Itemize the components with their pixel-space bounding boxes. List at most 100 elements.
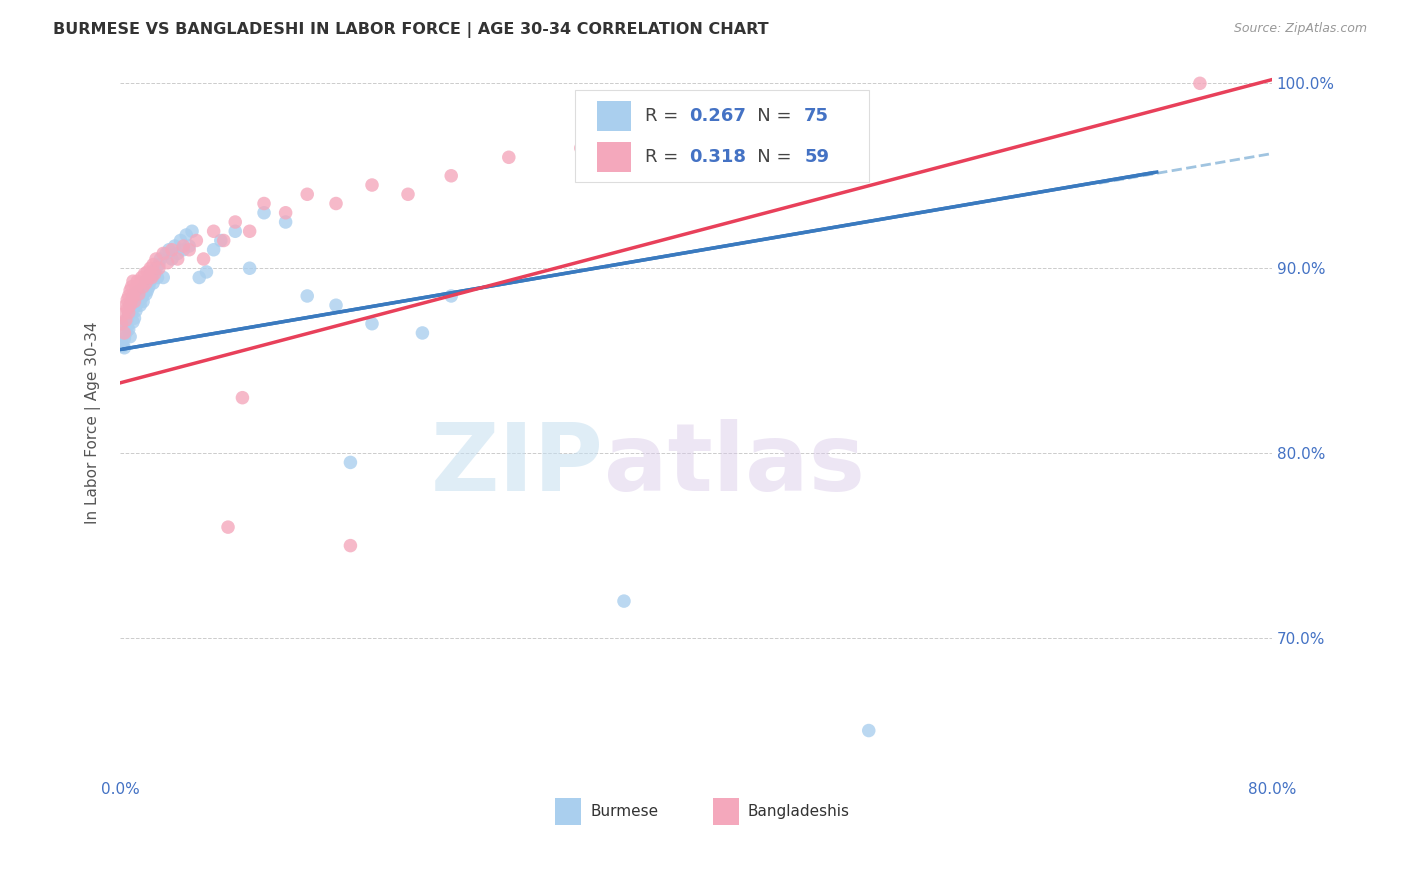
Point [138,270,160,285]
Point [122,289,145,303]
Point [145,261,167,276]
Point [129,276,152,290]
Point [110,335,132,350]
Point [117,320,139,334]
Point [141,270,163,285]
Point [224,224,246,238]
Point [121,294,143,309]
Point [339,539,361,553]
Point [239,224,262,238]
Point [114,298,136,312]
Point [239,261,262,276]
Point [231,391,253,405]
Point [118,289,141,303]
Point [297,289,319,303]
Point [117,301,139,316]
Point [156,255,179,269]
Point [122,289,145,303]
Text: 0.318: 0.318 [689,148,747,166]
Point [193,252,215,266]
Point [112,341,135,355]
Point [186,234,208,248]
Point [134,279,156,293]
Point [132,294,155,309]
Point [129,298,152,312]
Point [118,308,141,322]
Point [325,196,347,211]
Point [134,285,156,300]
Point [121,279,143,293]
Point [139,274,162,288]
Point [728,113,751,128]
Point [195,265,218,279]
Point [396,187,419,202]
Point [179,243,201,257]
Point [122,274,145,288]
Text: Bangladeshis: Bangladeshis [748,804,849,819]
Point [145,252,167,266]
Point [120,329,142,343]
Point [131,284,153,298]
Point [121,293,143,307]
Point [127,296,149,310]
Text: N =: N = [740,148,797,166]
Point [127,285,149,300]
Text: 0.267: 0.267 [689,107,747,125]
Point [274,206,297,220]
Point [152,246,174,260]
Text: 59: 59 [804,148,830,166]
Point [253,206,276,220]
Text: ZIP: ZIP [432,419,603,511]
Point [114,313,136,327]
Point [138,270,160,285]
Point [136,276,159,290]
Point [440,289,463,303]
Point [149,252,172,266]
Point [440,169,463,183]
Point [217,520,239,534]
Point [339,455,361,469]
FancyBboxPatch shape [598,101,631,131]
Point [163,239,186,253]
Text: Source: ZipAtlas.com: Source: ZipAtlas.com [1233,22,1367,36]
Point [174,227,197,242]
Point [114,326,136,340]
Point [253,196,276,211]
Text: BURMESE VS BANGLADESHI IN LABOR FORCE | AGE 30-34 CORRELATION CHART: BURMESE VS BANGLADESHI IN LABOR FORCE | … [53,22,769,38]
Point [152,270,174,285]
Point [118,322,141,336]
Point [858,723,880,738]
Point [148,258,170,272]
Point [212,234,235,248]
Point [129,293,152,307]
Point [569,141,592,155]
Point [125,293,148,307]
Point [125,284,148,298]
Point [120,284,142,298]
Point [325,298,347,312]
Point [202,224,225,238]
FancyBboxPatch shape [598,142,631,171]
Point [124,311,146,326]
Point [188,270,211,285]
Point [112,331,135,345]
Point [120,298,142,312]
Point [128,291,150,305]
Point [146,270,169,285]
Point [142,276,165,290]
Point [111,308,134,322]
Point [498,150,520,164]
Point [169,234,191,248]
Point [124,300,146,314]
Point [125,303,148,318]
Point [132,279,155,293]
Point [202,243,225,257]
Point [132,282,155,296]
Point [134,267,156,281]
FancyBboxPatch shape [575,90,869,182]
Point [139,267,162,281]
Point [361,317,384,331]
Point [135,287,157,301]
Text: atlas: atlas [603,419,865,511]
Point [209,234,232,248]
